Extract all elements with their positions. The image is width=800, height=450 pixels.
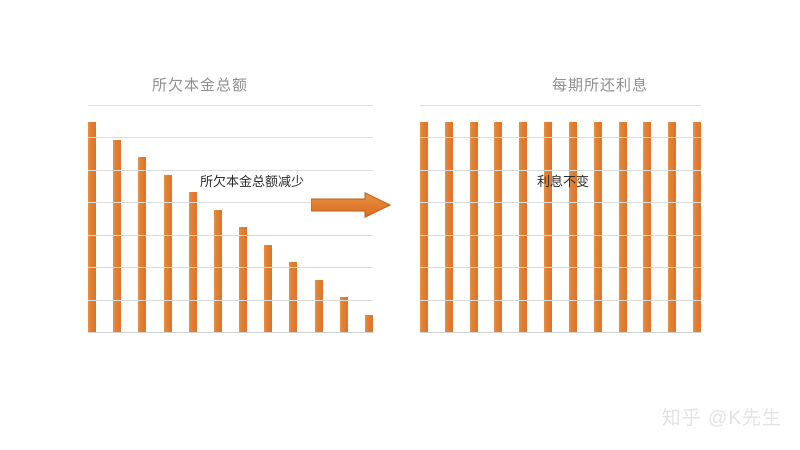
bar bbox=[239, 227, 247, 332]
gridline bbox=[420, 300, 701, 301]
gridline bbox=[420, 267, 701, 268]
gridline bbox=[88, 170, 373, 171]
bar bbox=[643, 122, 651, 332]
bar bbox=[619, 122, 627, 332]
bar bbox=[594, 122, 602, 332]
interest-chart-title: 每期所还利息 bbox=[551, 77, 648, 94]
bar bbox=[668, 122, 676, 332]
bar bbox=[544, 122, 552, 332]
bar bbox=[138, 157, 146, 332]
zhihu-watermark: 知乎 @K先生 bbox=[661, 408, 782, 429]
bar bbox=[264, 245, 272, 332]
principal-plot-area bbox=[88, 105, 373, 333]
gridline bbox=[420, 235, 701, 236]
bar bbox=[340, 297, 348, 332]
interest-plot-area bbox=[420, 105, 701, 333]
gridline bbox=[88, 267, 373, 268]
bar bbox=[420, 122, 428, 332]
gridline bbox=[88, 137, 373, 138]
principal-annotation-label: 所欠本金总额减少 bbox=[200, 174, 305, 189]
bar bbox=[315, 280, 323, 332]
bar bbox=[494, 122, 502, 332]
interest-bar-group bbox=[420, 105, 701, 332]
gridline bbox=[88, 202, 373, 203]
bar bbox=[113, 140, 121, 332]
gridline bbox=[88, 235, 373, 236]
principal-chart-panel: 所欠本金总额 bbox=[88, 77, 373, 333]
principal-chart-title: 所欠本金总额 bbox=[151, 77, 248, 94]
gridline bbox=[420, 202, 701, 203]
axis-baseline bbox=[88, 332, 373, 333]
bar bbox=[519, 122, 527, 332]
gridline bbox=[88, 300, 373, 301]
bar bbox=[445, 122, 453, 332]
principal-bar-group bbox=[88, 105, 373, 332]
gridline bbox=[88, 105, 373, 106]
gridline bbox=[420, 137, 701, 138]
bar bbox=[88, 122, 96, 332]
bar bbox=[365, 315, 373, 332]
bar bbox=[189, 192, 197, 332]
gridline bbox=[420, 170, 701, 171]
bar bbox=[164, 175, 172, 332]
bar bbox=[289, 262, 297, 332]
interest-chart-panel: 每期所还利息 bbox=[400, 0, 800, 450]
axis-baseline bbox=[420, 332, 701, 333]
bar bbox=[470, 122, 478, 332]
bar bbox=[693, 122, 701, 332]
gridline bbox=[420, 105, 701, 106]
interest-annotation-label: 利息不变 bbox=[537, 174, 590, 189]
right-arrow-icon bbox=[311, 192, 391, 218]
bar bbox=[569, 122, 577, 332]
bar bbox=[214, 210, 222, 332]
